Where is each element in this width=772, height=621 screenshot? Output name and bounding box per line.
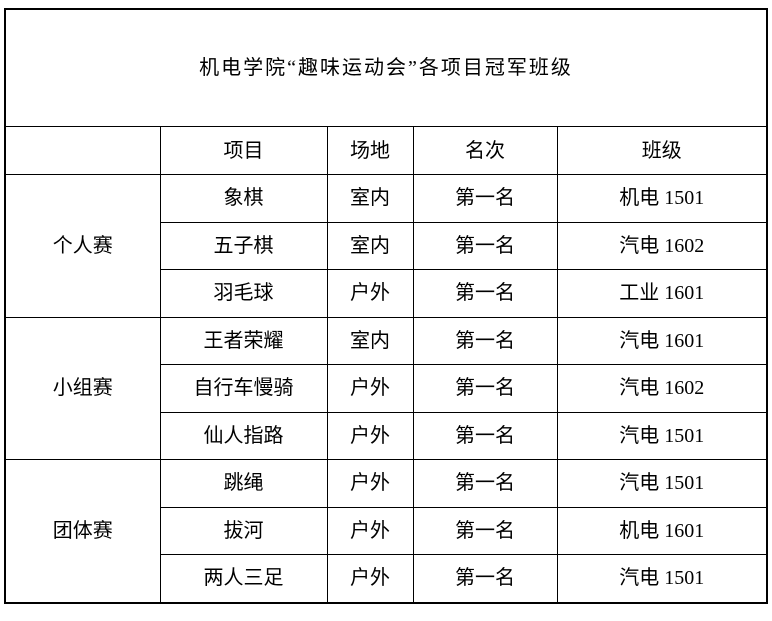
event-cell: 五子棋	[159, 221, 328, 270]
table-row: 五子棋 室内 第一名 汽电 1602	[5, 221, 768, 270]
event-cell: 跳绳	[159, 459, 328, 508]
rank-cell: 第一名	[412, 411, 558, 460]
header-cell-event: 项目	[159, 126, 328, 175]
title-row: 机电学院“趣味运动会”各项目冠军班级	[4, 8, 768, 127]
table-row: 拔河 户外 第一名 机电 1601	[5, 506, 768, 555]
table-row: 个人赛 象棋 室内 第一名 机电 1501	[4, 174, 768, 318]
class-cell: 汽电 1501	[556, 554, 768, 603]
table-row: 团体赛 跳绳 户外 第一名 汽电 1501	[4, 459, 768, 603]
event-cell: 两人三足	[159, 554, 328, 603]
table-row: 羽毛球 户外 第一名 工业 1601	[5, 269, 768, 318]
category-cell: 小组赛	[4, 316, 161, 460]
event-cell: 象棋	[159, 174, 328, 223]
rank-cell: 第一名	[412, 269, 558, 318]
class-cell: 汽电 1501	[556, 411, 768, 460]
rank-cell: 第一名	[412, 506, 558, 555]
header-cell-venue: 场地	[326, 126, 414, 175]
table-title: 机电学院“趣味运动会”各项目冠军班级	[4, 8, 768, 127]
venue-cell: 户外	[326, 506, 414, 555]
venue-cell: 室内	[326, 316, 414, 365]
event-cell: 拔河	[159, 506, 328, 555]
venue-cell: 室内	[326, 221, 414, 270]
category-cell: 团体赛	[4, 459, 161, 603]
header-cell-empty	[4, 126, 161, 175]
venue-cell: 户外	[326, 411, 414, 460]
venue-cell: 户外	[326, 554, 414, 603]
class-cell: 汽电 1501	[556, 459, 768, 508]
table-row: 仙人指路 户外 第一名 汽电 1501	[5, 411, 768, 460]
category-cell: 个人赛	[4, 174, 161, 318]
event-cell: 羽毛球	[159, 269, 328, 318]
event-cell: 王者荣耀	[159, 316, 328, 365]
class-cell: 机电 1501	[556, 174, 768, 223]
rank-cell: 第一名	[412, 554, 558, 603]
rank-cell: 第一名	[412, 459, 558, 508]
rank-cell: 第一名	[412, 316, 558, 365]
venue-cell: 户外	[326, 269, 414, 318]
rank-cell: 第一名	[412, 364, 558, 413]
event-cell: 仙人指路	[159, 411, 328, 460]
class-cell: 汽电 1601	[556, 316, 768, 365]
class-cell: 汽电 1602	[556, 221, 768, 270]
header-cell-rank: 名次	[412, 126, 558, 175]
table-row: 两人三足 户外 第一名 汽电 1501	[5, 554, 768, 603]
champion-table: 机电学院“趣味运动会”各项目冠军班级 项目 场地 名次 班级 个人赛 象棋 室内…	[4, 8, 769, 604]
venue-cell: 户外	[326, 364, 414, 413]
rank-cell: 第一名	[412, 221, 558, 270]
table-row: 小组赛 王者荣耀 室内 第一名 汽电 1601	[4, 316, 768, 460]
header-row: 项目 场地 名次 班级	[4, 126, 768, 175]
class-cell: 机电 1601	[556, 506, 768, 555]
rank-cell: 第一名	[412, 174, 558, 223]
header-cell-class: 班级	[556, 126, 768, 175]
class-cell: 汽电 1602	[556, 364, 768, 413]
event-cell: 自行车慢骑	[159, 364, 328, 413]
table-row: 自行车慢骑 户外 第一名 汽电 1602	[5, 364, 768, 413]
venue-cell: 户外	[326, 459, 414, 508]
class-cell: 工业 1601	[556, 269, 768, 318]
venue-cell: 室内	[326, 174, 414, 223]
